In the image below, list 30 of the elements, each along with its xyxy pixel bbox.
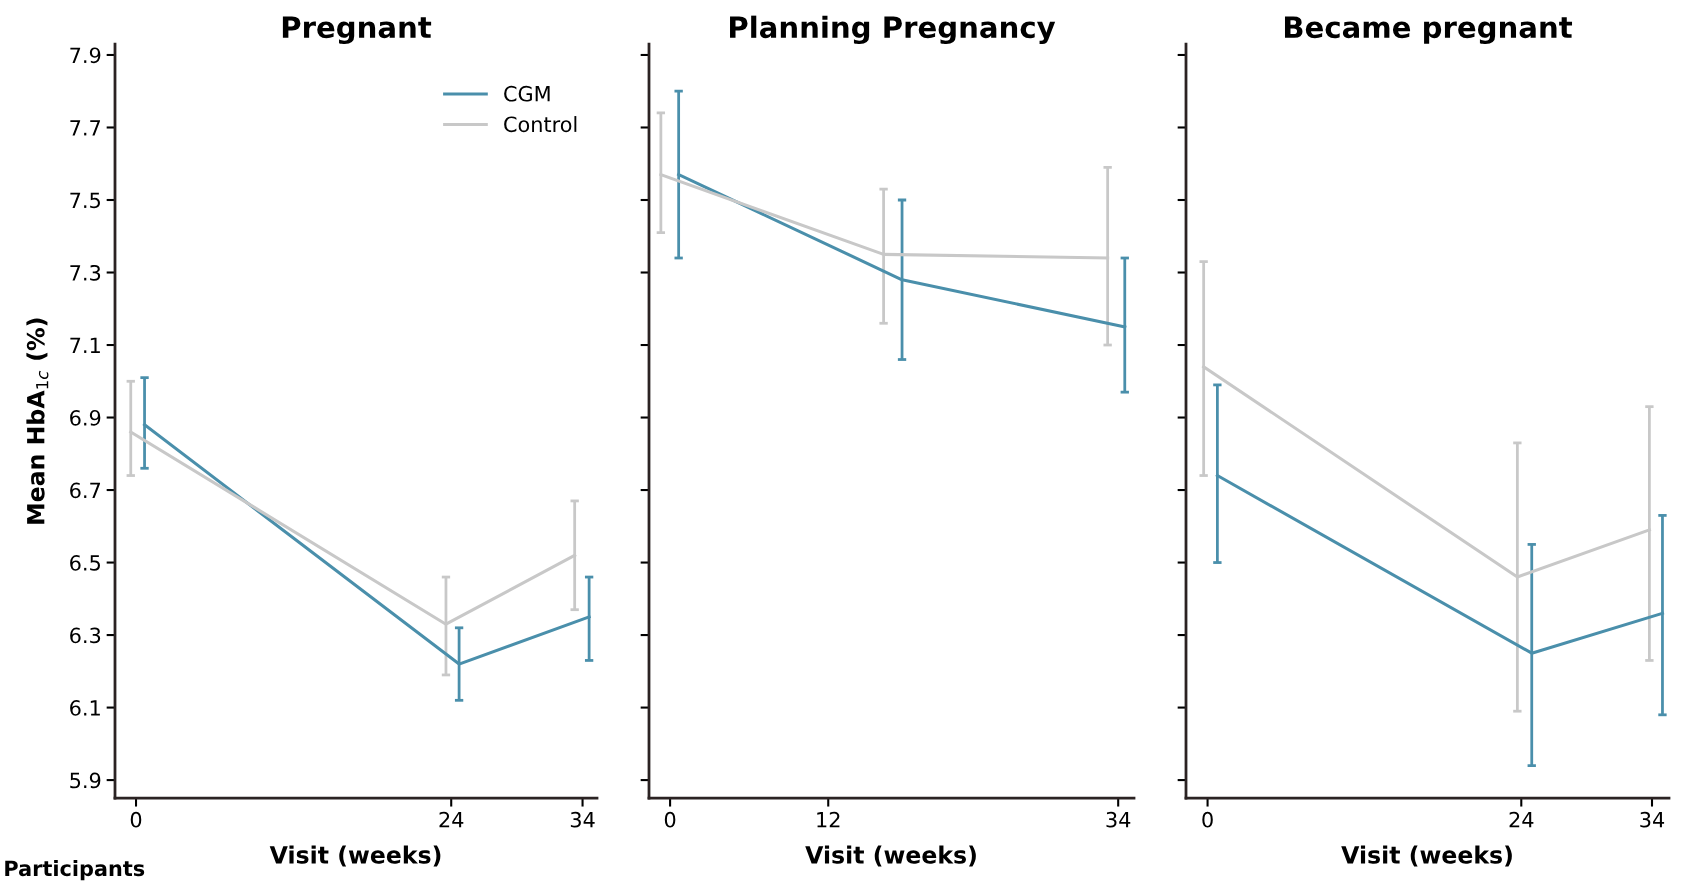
y-tick-label: 6.1: [70, 700, 100, 716]
y-tick-label: 6.7: [70, 482, 101, 499]
x-axis-title: Visit (weeks): [269, 845, 441, 867]
x-axis-title: Visit (weeks): [805, 845, 976, 867]
x-tick-label: 24: [1509, 811, 1534, 828]
y-axis-title: Mean HbA$_{1c}$ (%): [26, 318, 49, 524]
y-tick-label: 7.9: [70, 47, 101, 64]
legend-label: Control: [504, 116, 577, 133]
x-tick-label: 34: [570, 811, 595, 828]
chart-title: Pregnant: [282, 16, 432, 45]
y-tick-label: 7.7: [70, 120, 101, 136]
y-tick-label: 7.1: [70, 337, 100, 353]
legend-label: CGM: [504, 85, 550, 102]
y-tick-label: 6.3: [70, 627, 101, 644]
x-tick-label: 24: [439, 811, 464, 828]
y-tick-label: 7.5: [70, 192, 100, 209]
x-tick-label: 0: [130, 811, 142, 828]
x-axis-title: Visit (weeks): [1341, 845, 1512, 867]
y-tick-label: 6.9: [70, 409, 101, 426]
y-tick-label: 5.9: [70, 772, 101, 789]
x-tick-label: 0: [1202, 811, 1213, 828]
x-tick-label: 34: [1106, 811, 1131, 828]
y-tick-label: 7.3: [70, 264, 101, 281]
y-tick-label: 6.5: [70, 555, 100, 571]
text: Participants: [5, 860, 145, 881]
x-tick-label: 34: [1640, 811, 1665, 828]
x-tick-label: 0: [664, 811, 676, 828]
chart-title: Became pregnant: [1284, 16, 1573, 45]
x-tick-label: 12: [817, 811, 840, 828]
chart-title: Planning Pregnancy: [730, 15, 1056, 45]
